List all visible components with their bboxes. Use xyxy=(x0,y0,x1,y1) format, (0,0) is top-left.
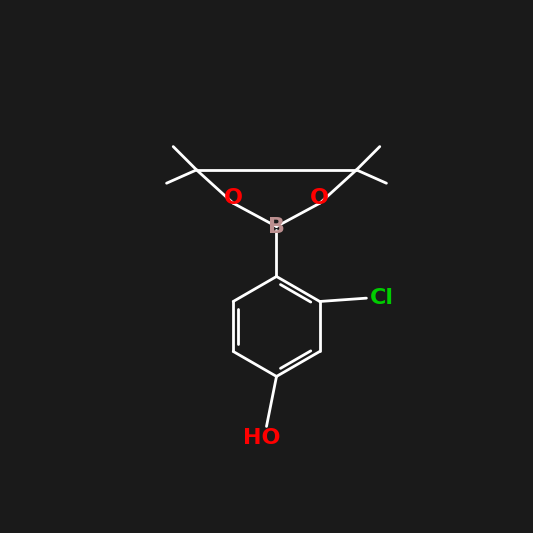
Text: O: O xyxy=(224,188,243,208)
Text: HO: HO xyxy=(243,428,280,448)
Text: B: B xyxy=(268,216,285,237)
Text: O: O xyxy=(310,188,329,208)
Text: Cl: Cl xyxy=(370,288,394,308)
